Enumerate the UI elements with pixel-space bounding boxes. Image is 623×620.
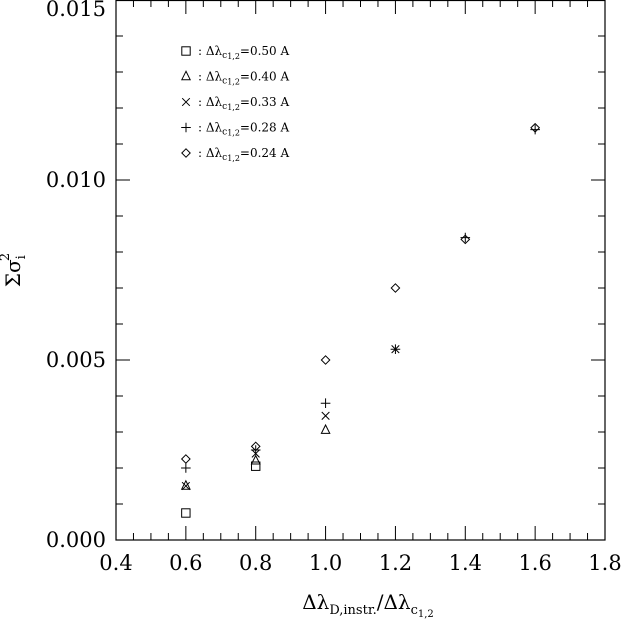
legend-triangle-marker (180, 70, 192, 81)
x-tick-label: 1.4 (449, 551, 482, 575)
x-tick-label: 1.8 (588, 551, 621, 575)
x-tick-label: 0.8 (239, 551, 272, 575)
diamond-data-point (180, 454, 191, 464)
x-axis-label: ΔλD,instr./Δλc1,2 (302, 590, 434, 620)
x-tick-label: 0.6 (169, 551, 202, 575)
diamond-data-point (460, 234, 471, 245)
diamond-data-point (320, 355, 331, 365)
y-axis-label: Σσi2 (0, 253, 29, 287)
x-tick-label: 0.4 (99, 551, 132, 575)
plus-data-point (320, 398, 331, 408)
x-tick-label: 1.2 (379, 551, 412, 575)
legend-entry-label: : Δλc1,2=0.24 A (198, 146, 290, 163)
legend-x-marker (181, 97, 191, 107)
x-tick-label: 1.6 (518, 551, 551, 575)
y-tick-label: 0.015 (46, 0, 106, 21)
square-data-point (251, 461, 261, 471)
diamond-data-point (390, 283, 401, 293)
x-tick-label: 1.0 (309, 551, 342, 575)
data-points (180, 122, 541, 518)
square-data-point (181, 508, 191, 518)
triangle-data-point (250, 454, 261, 465)
triangle-data-point (180, 479, 191, 490)
plus-data-point (530, 124, 540, 135)
legend-entry-label: : Δλc1,2=0.28 A (198, 121, 290, 138)
x-data-point (181, 481, 191, 491)
legend-diamond-marker (181, 148, 191, 158)
plus-data-point (460, 232, 471, 243)
x-data-point (321, 411, 330, 420)
legend: : Δλc1,2=0.50 A : Δλc1,2=0.40 A : Δλc1,2=0… (180, 44, 290, 163)
plus-data-point (390, 344, 401, 354)
triangle-data-point (320, 423, 331, 434)
y-tick-label: 0.010 (46, 168, 106, 192)
legend-entry-label: : Δλc1,2=0.50 A (198, 44, 290, 61)
plus-data-point (181, 463, 191, 473)
legend-entry-label: : Δλc1,2=0.33 A (198, 95, 290, 112)
diamond-data-point (250, 441, 261, 452)
axes: 0.4 0.6 0.8 1.0 1.2 1.4 1.6 1.8 0.000 0.005 0.010 0… (46, 0, 622, 575)
diamond-data-point (530, 122, 541, 133)
legend-plus-marker (181, 122, 191, 133)
legend-entry-label: : Δλc1,2=0.40 A (198, 70, 290, 87)
y-tick-label: 0.005 (46, 348, 106, 372)
legend-square-marker (181, 46, 191, 56)
y-tick-label: 0.000 (46, 528, 106, 552)
